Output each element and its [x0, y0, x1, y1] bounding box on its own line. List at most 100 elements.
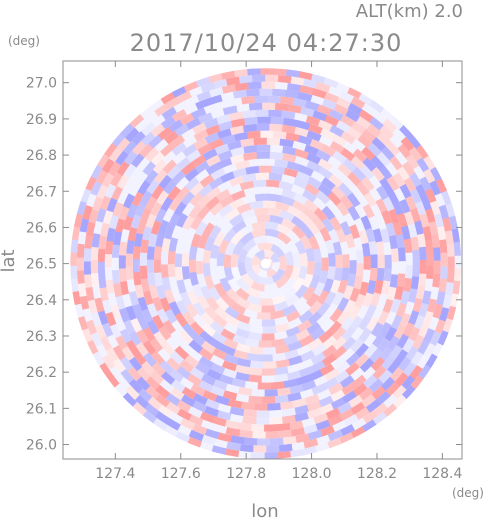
radar-cell [270, 252, 280, 263]
radar-cell [229, 175, 245, 187]
radar-cell [216, 113, 232, 125]
radar-cell [285, 293, 300, 308]
radar-cell [228, 213, 244, 227]
radar-cell [247, 130, 262, 139]
radar-cell [275, 102, 290, 112]
radar-cell [372, 365, 387, 381]
radar-cell [94, 297, 105, 313]
radar-cell [306, 220, 321, 236]
radar-cell [140, 277, 150, 293]
radar-cell [165, 417, 181, 431]
radar-cell [347, 171, 362, 187]
radar-cell [319, 425, 335, 437]
radar-cell [407, 223, 418, 239]
radar-cell [134, 201, 147, 217]
radar-cell [397, 356, 412, 372]
radar-cell [121, 345, 135, 361]
radar-cell [438, 278, 448, 293]
radar-cell [354, 353, 370, 368]
radar-cell [188, 259, 197, 273]
radar-cell [442, 217, 452, 233]
radar-cell [234, 364, 250, 375]
radar-cell [122, 215, 134, 231]
x-tick-label: 127.8 [226, 466, 266, 482]
radar-cell [281, 414, 296, 424]
radar-cell [307, 337, 323, 351]
radar-cell [189, 366, 205, 380]
radar-cell [310, 352, 326, 365]
radar-cell [379, 346, 393, 362]
radar-cell [261, 304, 276, 313]
radar-cell [311, 383, 327, 396]
radar-cell [176, 408, 192, 421]
radar-cell [326, 437, 343, 450]
radar-cell [224, 305, 240, 320]
radar-cell [108, 160, 122, 177]
radar-cell [339, 220, 352, 237]
radar-cell [186, 149, 202, 163]
radar-cell [426, 298, 437, 314]
radar-cell [385, 141, 401, 156]
radar-cell [381, 280, 391, 296]
radar-cell [381, 209, 393, 225]
radar-cell [142, 160, 157, 176]
radar-cell [103, 142, 118, 158]
radar-cell [184, 167, 200, 182]
radar-cell [389, 274, 399, 289]
radar-cell [113, 282, 123, 298]
radar-cell [234, 82, 250, 92]
radar-cell [205, 162, 221, 176]
radar-cell [242, 123, 258, 133]
radar-cell [240, 273, 255, 288]
radar-cell [453, 267, 462, 283]
radar-cell [290, 215, 306, 230]
x-tick-label: 128.0 [292, 466, 332, 482]
radar-cell [196, 194, 212, 209]
radar-cell [323, 377, 339, 390]
radar-cell [336, 96, 352, 110]
radar-cell [337, 163, 353, 178]
radar-cell [231, 220, 247, 234]
radar-cell [307, 429, 323, 441]
radar-cell [417, 364, 432, 380]
radar-cell [98, 273, 107, 289]
radar-cell [171, 108, 188, 122]
radar-cell [342, 158, 358, 173]
radar-cell [80, 187, 92, 203]
radar-cell [337, 279, 348, 295]
radar-cell [258, 276, 275, 285]
radar-cell [176, 279, 187, 294]
radar-cell [149, 337, 164, 353]
radar-cell [417, 339, 430, 356]
radar-cell [223, 353, 239, 365]
radar-cell [283, 117, 298, 127]
radar-cell [382, 196, 395, 213]
radar-cell [430, 166, 443, 183]
radar-cell [375, 391, 391, 406]
radar-cell [216, 410, 232, 421]
radar-cell [250, 423, 265, 432]
radar-cell [271, 165, 286, 175]
radar-cell [322, 335, 338, 350]
radar-cell [432, 273, 441, 288]
radar-cell [358, 109, 374, 123]
radar-cell [349, 337, 365, 353]
radar-cell [290, 427, 306, 437]
radar-cell [270, 381, 285, 390]
radar-cell [404, 265, 413, 280]
radar-cell [240, 138, 255, 148]
radar-cell [237, 386, 253, 396]
y-tick-label: 26.6 [26, 220, 57, 236]
radar-cell [101, 298, 113, 314]
radar-cell [432, 303, 443, 319]
radar-cell [136, 315, 149, 331]
radar-cell [263, 424, 278, 432]
radar-cell [287, 104, 303, 114]
radar-cell [194, 221, 208, 237]
radar-cell [104, 253, 113, 268]
radar-cell [161, 276, 172, 292]
radar-cell [342, 285, 354, 301]
radar-cell [221, 84, 237, 94]
radar-cell [144, 147, 160, 162]
radar-cell [191, 107, 207, 120]
